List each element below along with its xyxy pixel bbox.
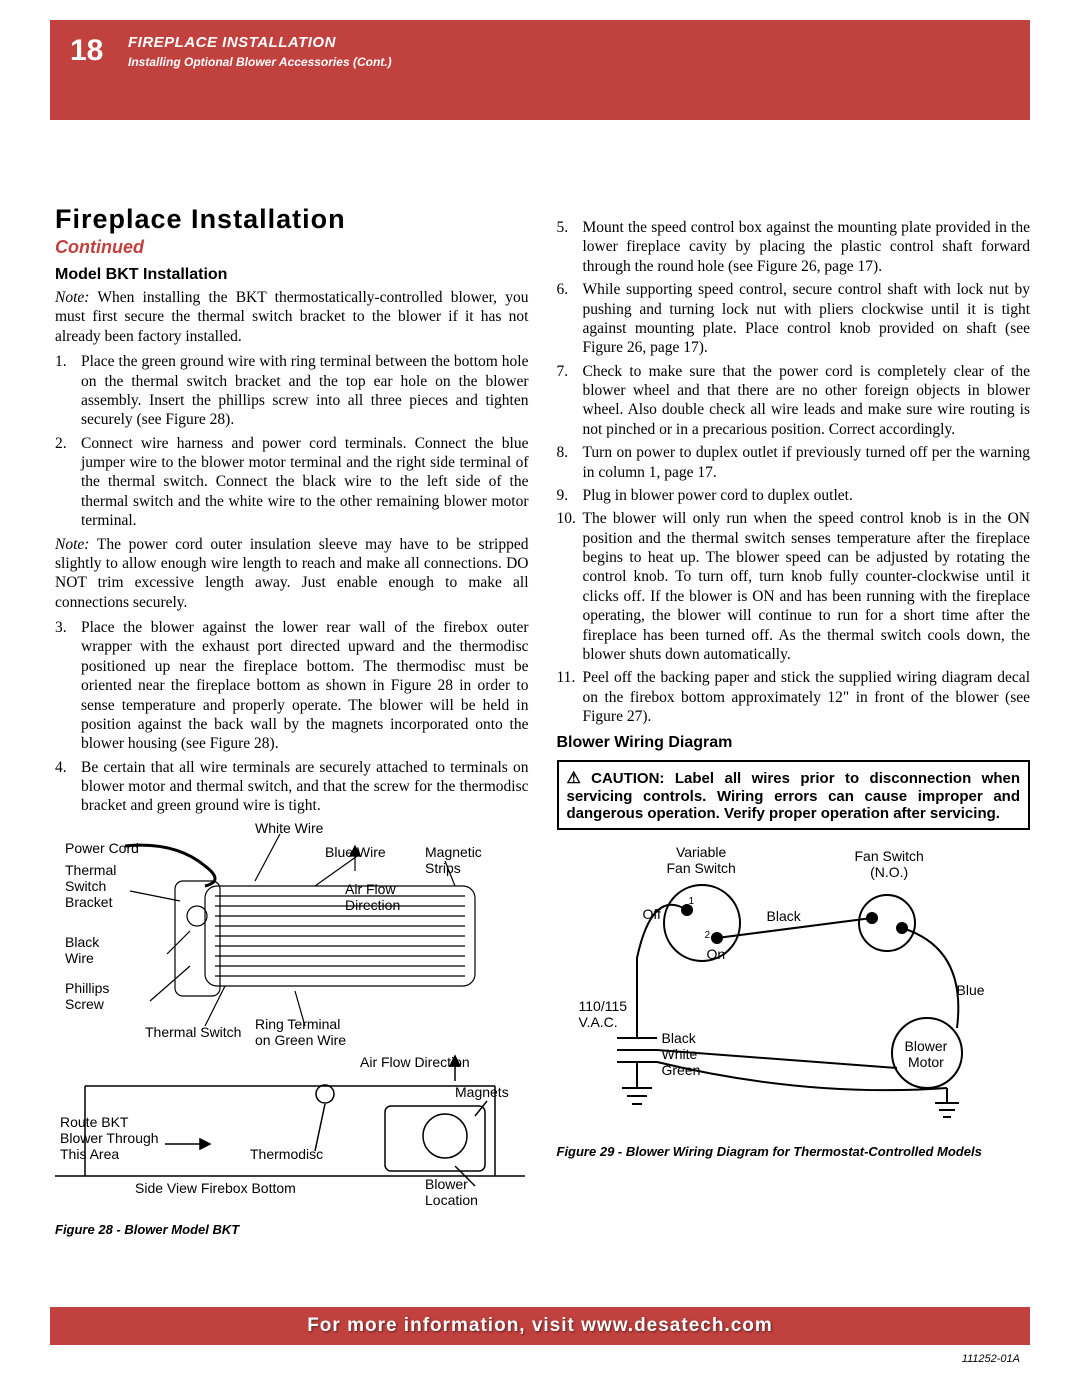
label-blue-wire: Blue Wire: [325, 844, 386, 860]
left-column: Fireplace Installation Continued Model B…: [55, 140, 529, 1277]
label-off: Off: [643, 906, 661, 922]
step-7: Check to make sure that the power cord i…: [557, 362, 1031, 440]
label-magnetic-strips: Magnetic Strips: [425, 844, 482, 876]
footer-text: For more information, visit www.desatech…: [307, 1315, 773, 1337]
step-1: Place the green ground wire with ring te…: [55, 352, 529, 430]
note-1: Note: When installing the BKT thermostat…: [55, 288, 529, 346]
section-title: Fireplace Installation: [55, 204, 529, 235]
header-bar: 18 FIREPLACE INSTALLATION Installing Opt…: [50, 20, 1030, 120]
right-column: Mount the speed control box against the …: [557, 140, 1031, 1277]
label-white: White: [662, 1046, 698, 1062]
label-phillips-screw: Phillips Screw: [65, 980, 109, 1012]
label-black-2: Black: [662, 1030, 696, 1046]
figure-28-blower-diagram: Power Cord Thermal Switch Bracket Black …: [55, 826, 529, 1216]
header-subtitle: Installing Optional Blower Accessories (…: [128, 55, 392, 69]
label-variable-fan-switch: Variable Fan Switch: [667, 844, 736, 876]
warning-icon: ⚠: [567, 770, 588, 787]
label-thermal-switch: Thermal Switch: [145, 1024, 241, 1040]
step-10: The blower will only run when the speed …: [557, 509, 1031, 664]
document-number: 111252-01A: [962, 1353, 1020, 1365]
label-air-flow-direction-top: Air Flow Direction: [345, 881, 400, 913]
note-2-text: The power cord outer insulation sleeve m…: [55, 536, 529, 611]
step-6: While supporting speed control, secure c…: [557, 280, 1031, 358]
footer-bar: For more information, visit www.desatech…: [50, 1307, 1030, 1345]
label-green: Green: [662, 1062, 701, 1078]
blower-wiring-heading: Blower Wiring Diagram: [557, 734, 1031, 752]
note-label: Note:: [55, 289, 89, 306]
label-air-flow-direction-side: Air Flow Direction: [360, 1054, 470, 1070]
header-title: FIREPLACE INSTALLATION: [128, 34, 336, 51]
steps-list-b: Place the blower against the lower rear …: [55, 618, 529, 816]
content-area: Fireplace Installation Continued Model B…: [55, 140, 1030, 1277]
label-thermal-switch-bracket: Thermal Switch Bracket: [65, 862, 116, 910]
note-1-text: When installing the BKT thermostatically…: [55, 289, 529, 345]
label-blue: Blue: [957, 982, 985, 998]
caution-text: CAUTION: Label all wires prior to discon…: [567, 770, 1021, 822]
label-black-1: Black: [767, 908, 801, 924]
label-fan-switch-no: Fan Switch (N.O.): [855, 848, 924, 880]
note-label: Note:: [55, 536, 89, 553]
page-number: 18: [70, 34, 103, 68]
label-thermodisc: Thermodisc: [250, 1146, 323, 1162]
step-9: Plug in blower power cord to duplex outl…: [557, 486, 1031, 505]
label-power-cord: Power Cord: [65, 840, 139, 856]
model-bkt-heading: Model BKT Installation: [55, 266, 529, 284]
steps-list-right: Mount the speed control box against the …: [557, 218, 1031, 726]
figure-29-wiring-diagram: Variable Fan Switch Fan Switch (N.O.) Of…: [557, 838, 1031, 1138]
label-two: 2: [705, 930, 711, 941]
label-on: On: [707, 946, 726, 962]
label-ring-terminal: Ring Terminal on Green Wire: [255, 1016, 346, 1048]
label-blower-location: Blower Location: [425, 1176, 478, 1208]
step-5: Mount the speed control box against the …: [557, 218, 1031, 276]
figure-29-caption: Figure 29 - Blower Wiring Diagram for Th…: [557, 1144, 1031, 1159]
caution-box: ⚠CAUTION: Label all wires prior to disco…: [557, 760, 1031, 830]
step-4: Be certain that all wire terminals are s…: [55, 758, 529, 816]
label-vac: 110/115 V.A.C.: [579, 998, 628, 1030]
label-side-view: Side View Firebox Bottom: [135, 1180, 296, 1196]
label-black-wire: Black Wire: [65, 934, 99, 966]
label-one: 1: [689, 896, 695, 907]
step-8: Turn on power to duplex outlet if previo…: [557, 443, 1031, 482]
step-3: Place the blower against the lower rear …: [55, 618, 529, 754]
steps-list-a: Place the green ground wire with ring te…: [55, 352, 529, 530]
continued-label: Continued: [55, 237, 529, 258]
figure-28-caption: Figure 28 - Blower Model BKT: [55, 1222, 529, 1237]
step-11: Peel off the backing paper and stick the…: [557, 668, 1031, 726]
step-2: Connect wire harness and power cord term…: [55, 434, 529, 531]
label-magnets: Magnets: [455, 1084, 509, 1100]
label-white-wire: White Wire: [255, 820, 323, 836]
label-route-bkt: Route BKT Blower Through This Area: [60, 1114, 159, 1162]
label-blower-motor: Blower Motor: [905, 1038, 948, 1070]
note-2: Note: The power cord outer insulation sl…: [55, 535, 529, 613]
